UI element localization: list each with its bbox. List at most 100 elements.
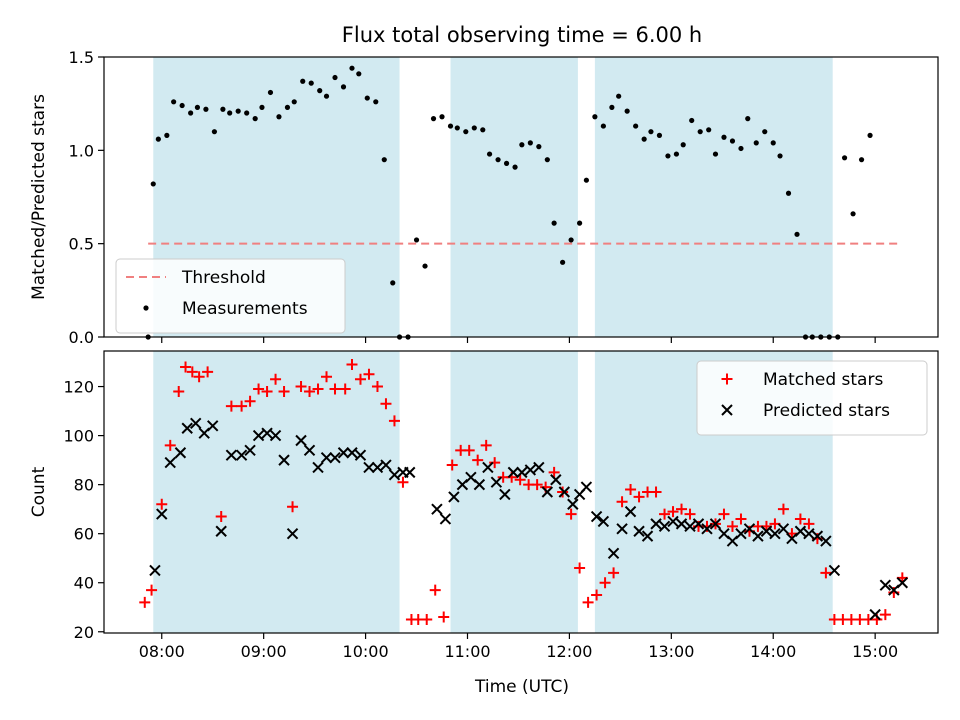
predicted-star-point (490, 476, 503, 488)
predicted-star-point (499, 488, 511, 501)
measurement-point (616, 93, 622, 99)
measurement-point (762, 129, 768, 135)
predicted-star-point (388, 469, 401, 481)
matched-star-point (574, 562, 586, 574)
predicted-star-point (252, 429, 265, 442)
measurement-point (712, 151, 719, 157)
x-tick-label: 12:00 (546, 642, 592, 661)
measurement-point (171, 99, 177, 105)
measurement-point (413, 237, 420, 243)
predicted-star-point (312, 461, 324, 474)
measurement-point (308, 80, 314, 86)
matched-star-point (173, 385, 185, 397)
x-tick-label: 11:00 (444, 642, 490, 661)
matched-star-point (146, 584, 158, 596)
matched-star-point (186, 366, 198, 378)
measurement-point (600, 123, 606, 129)
matched-star-point (684, 508, 696, 520)
matched-star-point (472, 454, 484, 466)
matched-star-point (270, 373, 282, 385)
matched-star-point (803, 518, 815, 530)
measurement-point (512, 164, 518, 170)
predicted-star-point (777, 523, 790, 535)
x-tick-label: 08:00 (139, 642, 185, 661)
predicted-star-point (541, 486, 554, 498)
measurement-point (503, 160, 510, 166)
predicted-star-point (675, 518, 688, 530)
measurement-point (706, 127, 712, 133)
bottom-y-ticks: 20 40 60 80 100 120 (63, 378, 104, 642)
bottom-y-axis-label: Count (29, 466, 49, 517)
measurement-point (544, 157, 550, 163)
measurement-point (454, 125, 460, 131)
measurement-point (373, 99, 379, 105)
predicted-star-point (769, 527, 781, 540)
predicted-star-point (363, 461, 375, 474)
bottom-panel: 08:00 09:00 10:00 11:00 12:00 13:00 14:00 15:00… (29, 350, 939, 661)
measurement-point (390, 280, 396, 286)
measurement-point (323, 93, 330, 99)
measurement-point (235, 108, 241, 114)
bottom-count-points (139, 358, 909, 626)
matched-star-point (380, 398, 392, 410)
matched-star-point (295, 381, 307, 393)
measurement-point (203, 106, 209, 112)
predicted-star-point (692, 518, 705, 530)
predicted-star-point (149, 564, 161, 577)
matched-star-point (215, 511, 227, 523)
predicted-star-point (820, 535, 832, 547)
measurement-point (641, 136, 647, 142)
measurement-point (633, 123, 639, 129)
predicted-star-point (633, 525, 645, 537)
y-tick-label: 80 (74, 476, 94, 495)
matched-star-point (591, 589, 603, 601)
predicted-star-point (896, 577, 909, 589)
matched-star-point (329, 383, 341, 395)
top-y-ticks: 0.0 0.5 1.0 1.5 (69, 48, 104, 347)
matched-star-point (726, 520, 738, 532)
measurement-point (753, 140, 759, 146)
legend-label: Threshold (181, 268, 266, 288)
legend-box (696, 360, 928, 436)
y-tick-label: 60 (74, 525, 94, 544)
matched-star-point (371, 381, 383, 393)
measurement-point (729, 138, 736, 144)
measurement-point (568, 237, 574, 243)
predicted-star-point (667, 515, 679, 528)
measurement-point (850, 211, 856, 217)
legend-label: Matched stars (763, 370, 883, 390)
bottom-legend: Matched stars Predicted stars (696, 360, 928, 436)
matched-star-point (244, 395, 256, 407)
measurement-point (422, 263, 428, 269)
measurement-point (463, 129, 469, 135)
matched-star-point (446, 459, 458, 471)
legend-swatch (143, 305, 149, 311)
predicted-star-point (616, 523, 628, 535)
measurement-point (794, 231, 800, 237)
matched-star-point (139, 596, 151, 608)
legend-swatch (721, 373, 733, 385)
matched-star-point (421, 614, 433, 626)
matched-star-point (304, 385, 316, 397)
predicted-star-point (473, 478, 486, 491)
predicted-star-point (431, 503, 443, 515)
matched-star-point (676, 503, 688, 515)
predicted-star-point (879, 579, 892, 591)
matched-star-point (794, 513, 806, 525)
measurement-point (609, 104, 615, 110)
predicted-star-point (354, 449, 367, 461)
predicted-star-point (346, 447, 358, 459)
matched-star-point (659, 508, 671, 520)
predicted-star-point (507, 466, 520, 479)
y-tick-label: 1.0 (69, 141, 94, 160)
matched-star-point (616, 496, 628, 508)
predicted-star-point (156, 508, 168, 520)
predicted-star-point (828, 564, 841, 577)
measurement-point (356, 71, 362, 77)
predicted-star-point (658, 520, 671, 533)
predicted-star-point (607, 547, 620, 560)
matched-star-point (557, 486, 569, 498)
measurement-point (244, 110, 250, 116)
matched-star-point (202, 366, 214, 378)
matched-star-point (667, 506, 679, 518)
